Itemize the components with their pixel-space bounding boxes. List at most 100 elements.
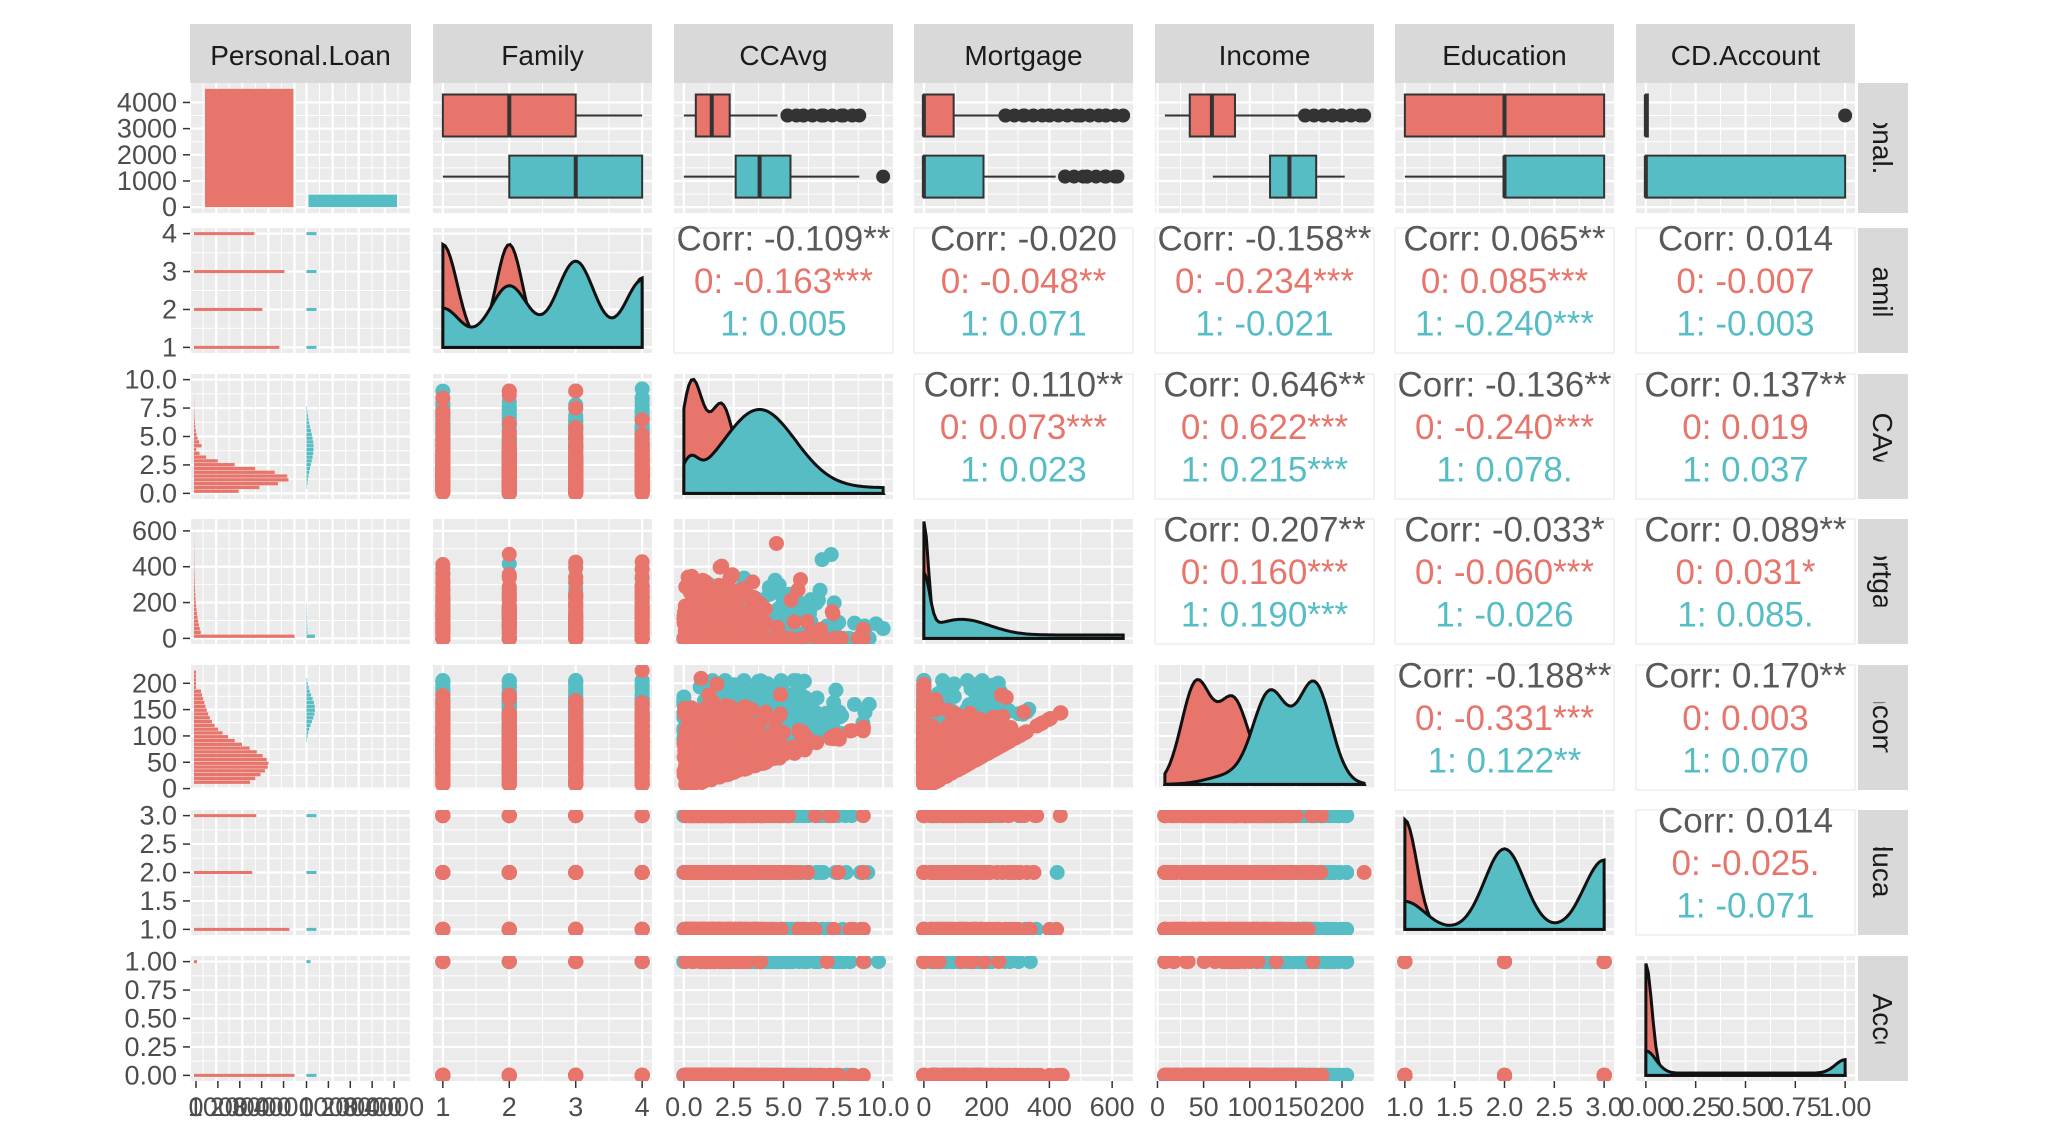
histogram-bar <box>194 631 201 634</box>
y-tick-label: 0.25 <box>124 1032 177 1062</box>
y-tick-label: 1 <box>162 332 177 362</box>
histogram-bar <box>194 781 250 784</box>
y-tick-label: 0 <box>162 774 177 804</box>
x-tick-label: 2 <box>502 1092 517 1122</box>
scatter-point <box>435 406 450 421</box>
histogram-bar <box>307 308 317 311</box>
y-tick-label: 5.0 <box>139 422 177 452</box>
histogram-bar <box>194 686 196 689</box>
scatter-point <box>683 631 698 646</box>
scatter-point <box>768 573 783 588</box>
boxplot-box <box>736 156 791 198</box>
x-tick-label: 150 <box>1273 1092 1318 1122</box>
histogram-bar <box>307 616 308 619</box>
boxplot-outlier <box>1357 109 1371 123</box>
boxplot-outlier <box>1116 109 1130 123</box>
x-tick-label: 0.25 <box>1669 1092 1722 1122</box>
scatter-point <box>568 591 583 606</box>
histogram-bar <box>194 616 197 619</box>
histogram-bar <box>194 814 256 817</box>
scatter-point <box>502 450 517 465</box>
scatter-point <box>825 604 840 619</box>
scatter-point <box>635 590 650 605</box>
scatter-point <box>811 593 826 608</box>
x-tick-label: 1.0 <box>1386 1092 1424 1122</box>
column-strip-label: Income <box>1219 40 1311 71</box>
boxplot-box <box>924 156 984 198</box>
histogram-bar <box>307 712 315 715</box>
histogram-bar <box>307 814 317 817</box>
y-tick-label: 2.5 <box>139 450 177 480</box>
histogram-bar <box>307 437 313 440</box>
x-tick-label: 10.0 <box>857 1092 910 1122</box>
histogram-bar <box>307 705 315 708</box>
histogram-bar <box>194 433 197 436</box>
boxplot-box <box>1505 156 1605 198</box>
histogram-bar <box>194 425 195 428</box>
panel-r6-c6 <box>1636 956 1855 1081</box>
histogram-bar <box>307 425 310 428</box>
y-tick-label: 0 <box>162 623 177 653</box>
scatter-point <box>769 536 784 551</box>
histogram-bar <box>194 724 215 727</box>
histogram-bar <box>307 448 314 451</box>
histogram-bar <box>194 758 267 761</box>
column-strip-label: Personal.Loan <box>210 40 391 71</box>
histogram-bar <box>194 444 202 447</box>
histogram-bar <box>307 346 317 349</box>
histogram-bar <box>194 486 259 489</box>
histogram-bar <box>194 429 196 432</box>
scatter-point <box>824 547 839 562</box>
x-tick-label: 1 <box>435 1092 450 1122</box>
x-tick-label: 2.0 <box>1486 1092 1524 1122</box>
histogram-bar <box>307 440 314 443</box>
histogram-bar <box>194 765 268 768</box>
histogram-bar <box>194 623 199 626</box>
histogram-bar <box>307 444 314 447</box>
histogram-bar <box>194 608 197 611</box>
histogram-bar <box>307 631 308 634</box>
histogram-bar <box>194 739 235 742</box>
scatter-point <box>635 469 650 484</box>
histogram-bar <box>194 773 261 776</box>
histogram-bar <box>194 578 195 581</box>
histogram-bar <box>194 467 255 470</box>
scatter-point <box>635 631 650 646</box>
histogram-bar <box>194 671 196 674</box>
panel-r6-c3 <box>914 956 1133 1081</box>
y-tick-label: 0.50 <box>124 1004 177 1034</box>
scatter-point <box>568 555 583 570</box>
panel-background <box>190 519 411 644</box>
histogram-bar <box>307 709 315 712</box>
y-tick-label: 0.0 <box>139 478 177 508</box>
histogram-bar <box>307 406 308 409</box>
scatter-point <box>701 583 716 598</box>
x-tick-label: 4 <box>635 1092 650 1122</box>
histogram-bar <box>194 589 195 592</box>
histogram-bar <box>194 346 279 349</box>
scatter-point <box>502 547 517 562</box>
scatter-point <box>502 605 517 620</box>
histogram-bar <box>307 724 311 727</box>
scatter-point <box>856 631 871 646</box>
histogram-bar <box>194 619 198 622</box>
histogram-bar <box>194 604 196 607</box>
scatter-point <box>568 570 583 585</box>
scatter-point <box>635 616 650 631</box>
scatter-point <box>502 631 517 646</box>
boxplot-box <box>1270 156 1316 198</box>
boxplot-outlier <box>1838 109 1852 123</box>
histogram-bar <box>194 690 201 693</box>
histogram-bar <box>307 693 312 696</box>
y-tick-label: 150 <box>132 695 177 725</box>
histogram-bar <box>194 635 295 638</box>
scatter-point <box>502 388 517 403</box>
histogram-bar <box>307 735 308 738</box>
histogram-bar <box>194 928 289 931</box>
histogram-bar <box>194 693 202 696</box>
histogram-bar <box>194 463 235 466</box>
histogram-bar <box>194 701 204 704</box>
y-tick-label: 0.75 <box>124 975 177 1005</box>
histogram-bar <box>194 600 196 603</box>
histogram-bar <box>307 421 310 424</box>
